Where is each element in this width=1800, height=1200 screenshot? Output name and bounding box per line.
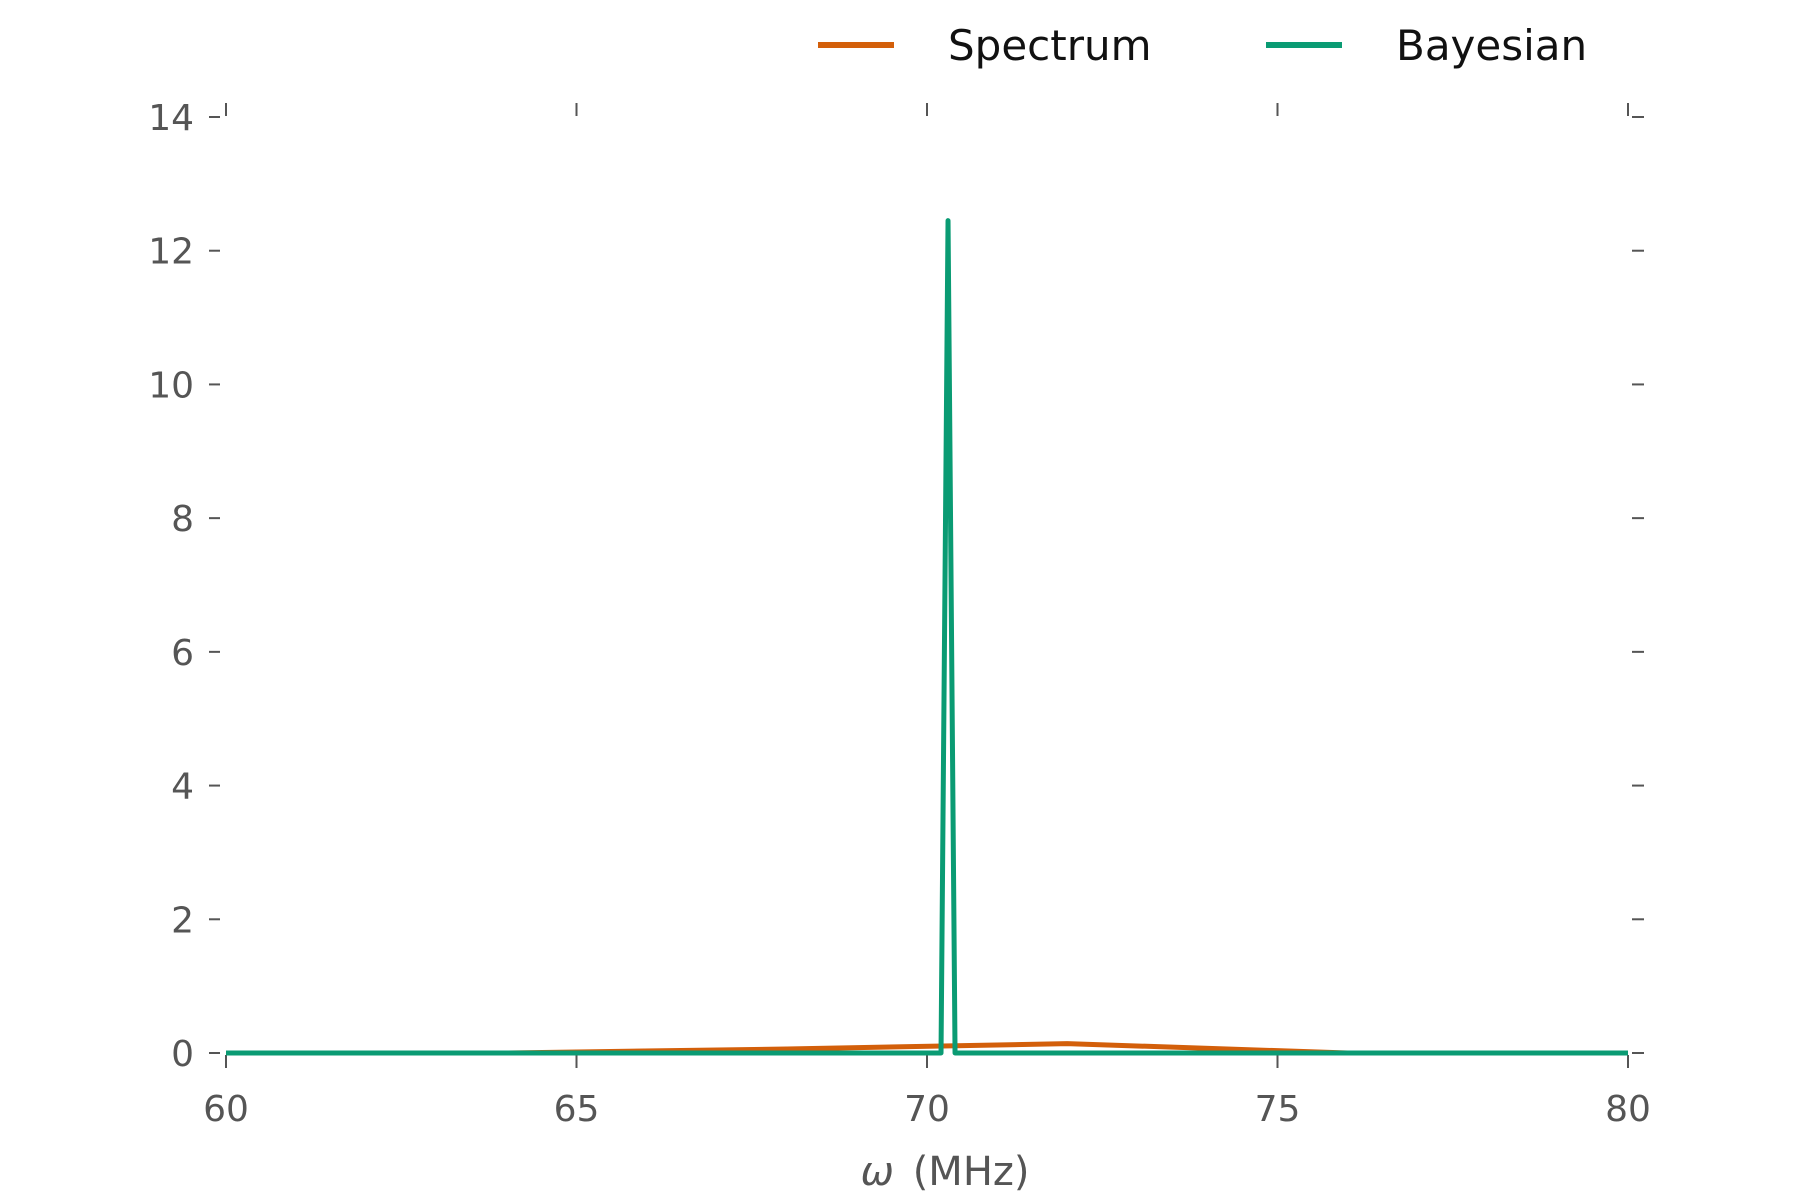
y-tick-label: 8 (171, 499, 194, 540)
x-tick-label: 75 (1255, 1089, 1301, 1130)
y-tick-label: 10 (148, 365, 194, 406)
x-axis-symbol: ω (860, 1149, 894, 1195)
series-layer (226, 218, 1628, 1056)
y-tick-label: 14 (148, 98, 194, 139)
x-tick-label: 80 (1605, 1089, 1651, 1130)
x-axis-unit: (MHz) (913, 1149, 1030, 1195)
y-tick-label: 0 (171, 1034, 194, 1075)
x-tick-label: 70 (904, 1089, 950, 1130)
legend-item-bayesian: Bayesian (1266, 21, 1587, 70)
legend-label: Bayesian (1396, 21, 1587, 70)
legend: Spectrum Bayesian (818, 21, 1587, 70)
x-tick-label: 60 (203, 1089, 249, 1130)
legend-item-spectrum: Spectrum (818, 21, 1152, 70)
x-axis-ticks: 60 65 70 75 80 (203, 103, 1651, 1130)
y-tick-label: 6 (171, 633, 194, 674)
legend-label: Spectrum (948, 21, 1152, 70)
series-line-bayesian (226, 218, 1628, 1056)
x-axis-label: ω (MHz) (860, 1149, 1029, 1195)
y-tick-label: 12 (148, 232, 194, 273)
y-axis-ticks: 0 2 4 6 8 10 12 14 (148, 98, 1644, 1075)
y-tick-label: 4 (171, 767, 194, 808)
x-tick-label: 65 (554, 1089, 600, 1130)
y-tick-label: 2 (171, 900, 194, 941)
